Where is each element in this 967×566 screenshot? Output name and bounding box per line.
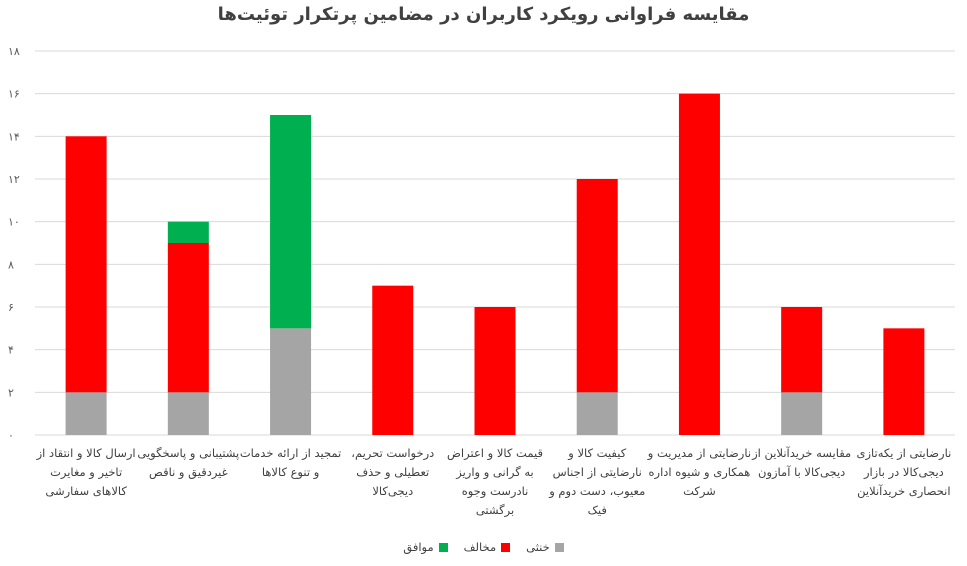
bar-segment	[167, 221, 209, 243]
x-tick-label: پشتیبانی و پاسخگویی غیردقیق و ناقص	[137, 446, 240, 479]
bar-segment	[65, 136, 107, 393]
legend-label: خنثی	[526, 540, 550, 554]
legend-item: موافق	[403, 540, 448, 554]
bar-segment	[270, 115, 312, 329]
bar-segment	[167, 243, 209, 393]
bar-segment	[474, 307, 516, 435]
y-tick-label: ۴	[8, 344, 14, 357]
y-tick-label: ۲	[8, 386, 14, 399]
legend-label: مخالف	[463, 540, 497, 554]
bar-segment	[270, 328, 312, 435]
bar-segment	[781, 307, 823, 393]
x-tick-label: نارضایتی از مدیریت و همکاری و شیوه اداره…	[647, 446, 752, 498]
bar-segment	[576, 392, 618, 435]
y-tick-label: ۱۶	[8, 88, 20, 101]
x-tick-label: قیمت کالا و اعتراض به گرانی و واریز نادر…	[447, 446, 543, 517]
bar-segment	[883, 328, 925, 435]
x-tick-label: تمجید از ارائه خدمات و تنوع کالاها	[239, 446, 342, 479]
y-tick-label: ۰	[8, 429, 14, 442]
y-tick-label: ۶	[8, 301, 14, 314]
bar-segment	[781, 392, 823, 435]
y-tick-label: ۱۴	[8, 130, 20, 143]
legend-swatch	[438, 542, 448, 552]
y-tick-label: ۱۸	[8, 45, 20, 58]
bar-segment	[678, 93, 720, 436]
x-tick-label: مقایسه خریدآنلاین از دیجی‌کالا با آمازون	[752, 446, 852, 479]
bar-segment	[576, 179, 618, 393]
legend-label: موافق	[403, 540, 434, 554]
legend: خنثی مخالف موافق	[0, 540, 967, 554]
x-tick-label: کیفیت کالا و نارضایتی از اجناس معیوب، دس…	[549, 446, 646, 517]
bar-segment	[372, 285, 414, 435]
y-tick-label: ۸	[8, 258, 14, 271]
legend-item: مخالف	[464, 540, 511, 554]
x-tick-label: درخواست تحریم، تعطیلی و حذف دیجی‌کالا	[351, 446, 435, 498]
y-tick-label: ۱۰	[8, 216, 20, 229]
y-tick-label: ۱۲	[8, 173, 20, 186]
legend-swatch	[554, 542, 564, 552]
bar-segment	[167, 392, 209, 435]
legend-swatch	[501, 542, 511, 552]
chart-title: مقایسه فراوانی رویکرد کاربران در مضامین …	[217, 4, 750, 25]
legend-item: خنثی	[526, 540, 564, 554]
x-tick-label: نارضایتی از یکه‌تازی دیجی‌کالا در بازار …	[856, 446, 952, 498]
x-tick-label: ارسال کالا و انتقاد از تاخیر و مغایرت کا…	[36, 446, 136, 498]
bar-segment	[65, 392, 107, 435]
